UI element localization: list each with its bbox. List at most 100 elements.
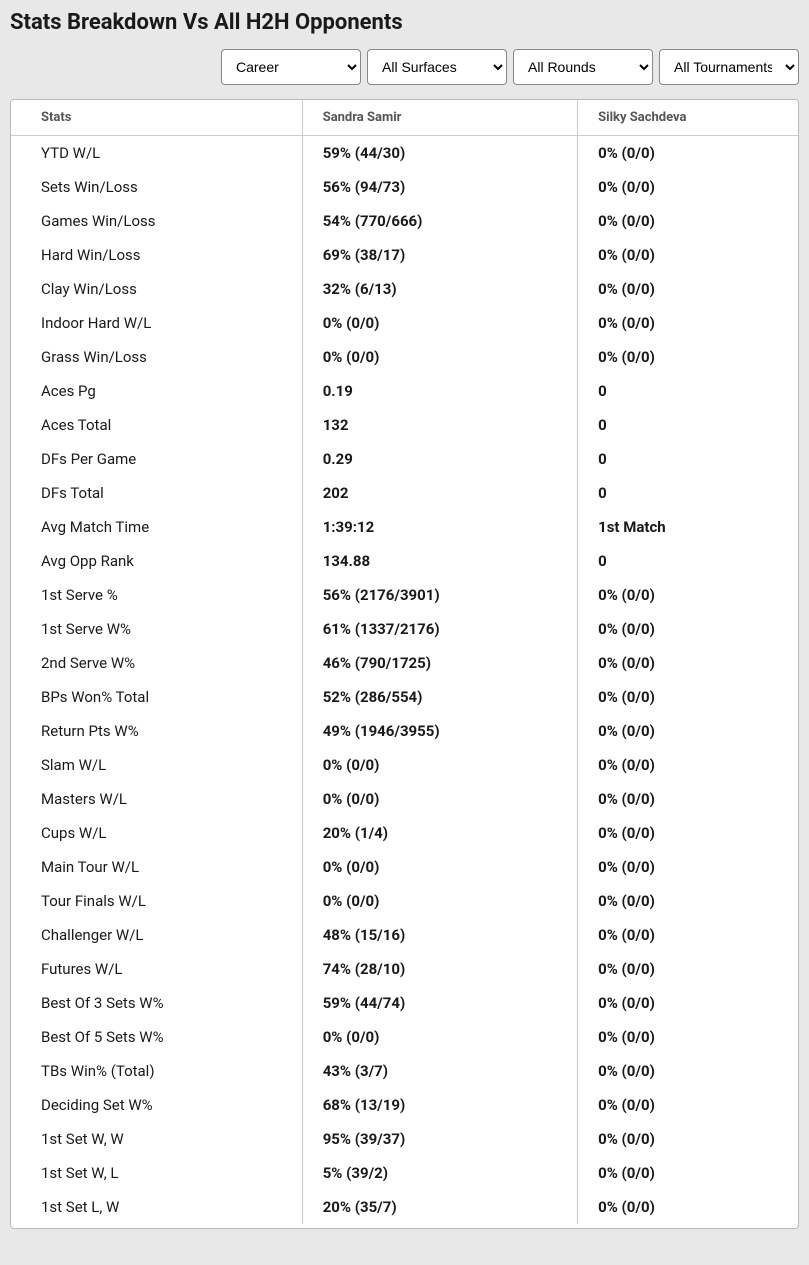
stat-label: Games Win/Loss <box>11 204 302 238</box>
stats-table: Stats Sandra Samir Silky Sachdeva YTD W/… <box>11 100 798 1224</box>
filter-tournaments[interactable]: All Tournaments <box>659 49 799 85</box>
table-row: DFs Per Game0.290 <box>11 442 798 476</box>
player1-value: 52% (286/554) <box>302 680 577 714</box>
player1-value: 0% (0/0) <box>302 884 577 918</box>
table-row: Indoor Hard W/L0% (0/0)0% (0/0) <box>11 306 798 340</box>
table-row: Best Of 5 Sets W%0% (0/0)0% (0/0) <box>11 1020 798 1054</box>
player2-value: 0% (0/0) <box>578 612 798 646</box>
table-row: Avg Opp Rank134.880 <box>11 544 798 578</box>
stat-label: Hard Win/Loss <box>11 238 302 272</box>
player1-value: 49% (1946/3955) <box>302 714 577 748</box>
table-row: 1st Set L, W20% (35/7)0% (0/0) <box>11 1190 798 1224</box>
player1-value: 0% (0/0) <box>302 850 577 884</box>
filter-rounds[interactable]: All Rounds <box>513 49 653 85</box>
table-row: Best Of 3 Sets W%59% (44/74)0% (0/0) <box>11 986 798 1020</box>
table-row: BPs Won% Total52% (286/554)0% (0/0) <box>11 680 798 714</box>
table-row: Grass Win/Loss0% (0/0)0% (0/0) <box>11 340 798 374</box>
stat-label: Aces Pg <box>11 374 302 408</box>
player1-value: 43% (3/7) <box>302 1054 577 1088</box>
player2-value: 0% (0/0) <box>578 646 798 680</box>
stat-label: Slam W/L <box>11 748 302 782</box>
player1-value: 1:39:12 <box>302 510 577 544</box>
player1-value: 61% (1337/2176) <box>302 612 577 646</box>
player2-value: 0% (0/0) <box>578 306 798 340</box>
stats-table-wrap: Stats Sandra Samir Silky Sachdeva YTD W/… <box>10 99 799 1229</box>
player1-value: 56% (94/73) <box>302 170 577 204</box>
stat-label: Masters W/L <box>11 782 302 816</box>
player2-value: 0% (0/0) <box>578 578 798 612</box>
player2-value: 0% (0/0) <box>578 1088 798 1122</box>
player2-value: 0% (0/0) <box>578 204 798 238</box>
player2-value: 0% (0/0) <box>578 680 798 714</box>
player2-value: 0 <box>578 374 798 408</box>
player1-value: 59% (44/74) <box>302 986 577 1020</box>
stat-label: Grass Win/Loss <box>11 340 302 374</box>
player1-value: 0.19 <box>302 374 577 408</box>
player2-value: 0% (0/0) <box>578 136 798 171</box>
table-row: Tour Finals W/L0% (0/0)0% (0/0) <box>11 884 798 918</box>
table-row: Futures W/L74% (28/10)0% (0/0) <box>11 952 798 986</box>
stat-label: Clay Win/Loss <box>11 272 302 306</box>
table-row: Aces Total1320 <box>11 408 798 442</box>
table-row: 1st Serve W%61% (1337/2176)0% (0/0) <box>11 612 798 646</box>
stat-label: Best Of 5 Sets W% <box>11 1020 302 1054</box>
table-row: DFs Total2020 <box>11 476 798 510</box>
table-row: Masters W/L0% (0/0)0% (0/0) <box>11 782 798 816</box>
table-row: 1st Set W, L5% (39/2)0% (0/0) <box>11 1156 798 1190</box>
player2-value: 0% (0/0) <box>578 238 798 272</box>
stat-label: 1st Set L, W <box>11 1190 302 1224</box>
player1-value: 59% (44/30) <box>302 136 577 171</box>
player2-value: 1st Match <box>578 510 798 544</box>
table-row: Slam W/L0% (0/0)0% (0/0) <box>11 748 798 782</box>
filter-surfaces[interactable]: All Surfaces <box>367 49 507 85</box>
player2-value: 0 <box>578 408 798 442</box>
player1-value: 0% (0/0) <box>302 306 577 340</box>
player1-value: 20% (35/7) <box>302 1190 577 1224</box>
table-row: Deciding Set W%68% (13/19)0% (0/0) <box>11 1088 798 1122</box>
player2-value: 0% (0/0) <box>578 1020 798 1054</box>
stat-label: Avg Opp Rank <box>11 544 302 578</box>
stat-label: DFs Per Game <box>11 442 302 476</box>
filter-career[interactable]: Career <box>221 49 361 85</box>
table-header-row: Stats Sandra Samir Silky Sachdeva <box>11 100 798 136</box>
stat-label: Aces Total <box>11 408 302 442</box>
player1-value: 0% (0/0) <box>302 782 577 816</box>
stat-label: Tour Finals W/L <box>11 884 302 918</box>
table-row: Games Win/Loss54% (770/666)0% (0/0) <box>11 204 798 238</box>
player1-value: 0% (0/0) <box>302 748 577 782</box>
stat-label: 1st Set W, L <box>11 1156 302 1190</box>
player1-value: 0% (0/0) <box>302 340 577 374</box>
stat-label: 2nd Serve W% <box>11 646 302 680</box>
player2-value: 0% (0/0) <box>578 816 798 850</box>
stat-label: YTD W/L <box>11 136 302 171</box>
player1-value: 134.88 <box>302 544 577 578</box>
player1-value: 48% (15/16) <box>302 918 577 952</box>
player2-value: 0% (0/0) <box>578 918 798 952</box>
player1-value: 132 <box>302 408 577 442</box>
player1-value: 54% (770/666) <box>302 204 577 238</box>
player2-value: 0% (0/0) <box>578 272 798 306</box>
table-row: Challenger W/L48% (15/16)0% (0/0) <box>11 918 798 952</box>
stat-label: Indoor Hard W/L <box>11 306 302 340</box>
table-row: Cups W/L20% (1/4)0% (0/0) <box>11 816 798 850</box>
player2-value: 0% (0/0) <box>578 1190 798 1224</box>
player2-value: 0% (0/0) <box>578 170 798 204</box>
player1-value: 0.29 <box>302 442 577 476</box>
player2-value: 0% (0/0) <box>578 986 798 1020</box>
filters-row: Career All Surfaces All Rounds All Tourn… <box>10 49 799 85</box>
player1-value: 202 <box>302 476 577 510</box>
player1-value: 0% (0/0) <box>302 1020 577 1054</box>
player2-value: 0% (0/0) <box>578 714 798 748</box>
page-title: Stats Breakdown Vs All H2H Opponents <box>10 10 799 35</box>
table-row: 1st Set W, W95% (39/37)0% (0/0) <box>11 1122 798 1156</box>
player1-value: 69% (38/17) <box>302 238 577 272</box>
header-player1: Sandra Samir <box>302 100 577 136</box>
table-row: 1st Serve %56% (2176/3901)0% (0/0) <box>11 578 798 612</box>
player2-value: 0% (0/0) <box>578 1122 798 1156</box>
player1-value: 95% (39/37) <box>302 1122 577 1156</box>
stat-label: 1st Set W, W <box>11 1122 302 1156</box>
stat-label: DFs Total <box>11 476 302 510</box>
table-row: 2nd Serve W%46% (790/1725)0% (0/0) <box>11 646 798 680</box>
player2-value: 0% (0/0) <box>578 782 798 816</box>
player2-value: 0 <box>578 544 798 578</box>
